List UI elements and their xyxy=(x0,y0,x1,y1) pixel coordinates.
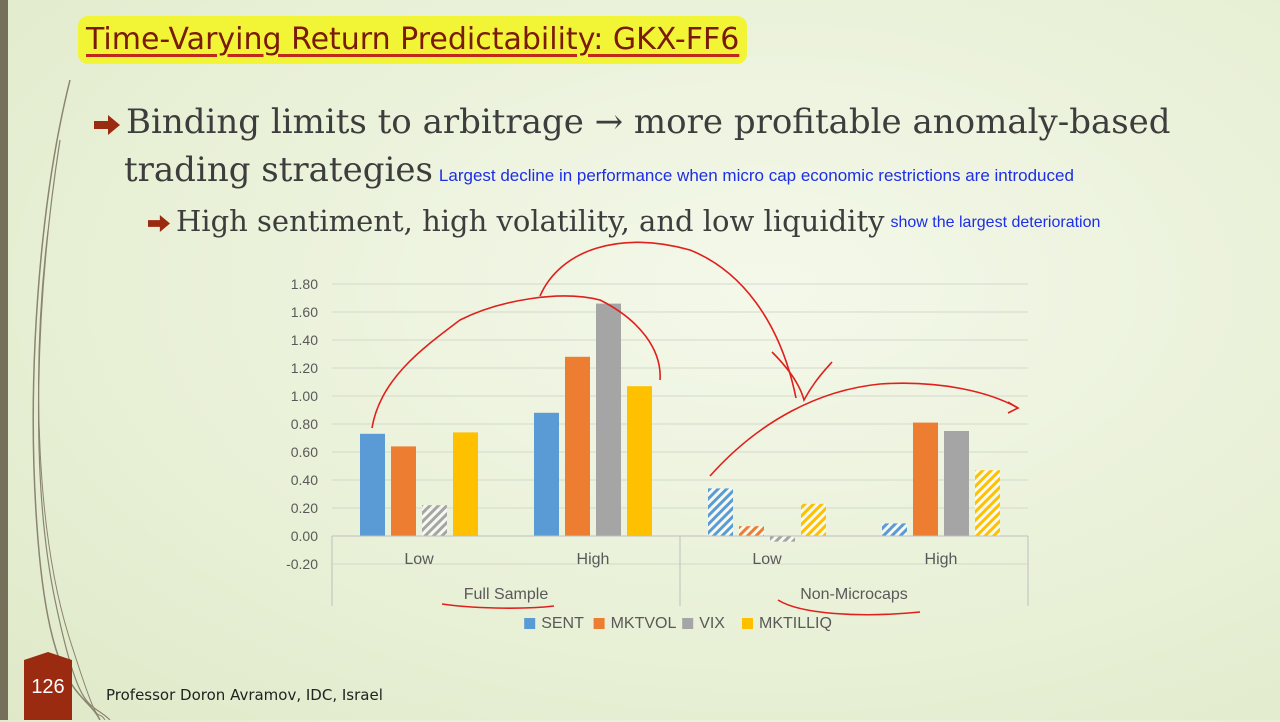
slide-title: Time-Varying Return Predictability: GKX-… xyxy=(78,16,748,64)
y-tick-label: 0.60 xyxy=(291,444,318,460)
bars xyxy=(360,303,1000,542)
legend-label: MKTILLIQ xyxy=(759,615,832,632)
bar-vix-1 xyxy=(596,303,621,536)
y-tick-label: 1.00 xyxy=(291,388,318,404)
bullet-1-text: Binding limits to arbitrage → more profi… xyxy=(126,102,1171,142)
bar-sent-1 xyxy=(534,412,559,536)
bullet-1-continued: trading strategies Largest decline in per… xyxy=(124,150,1074,196)
bar-vix-2 xyxy=(770,536,795,542)
y-tick-label: 1.60 xyxy=(291,304,318,320)
bar-sent-0 xyxy=(360,433,385,536)
bar-mktvol-0 xyxy=(391,446,416,536)
annotation-note-1: Largest decline in performance when micr… xyxy=(438,166,1074,185)
bullet-2: High sentiment, high volatility, and low… xyxy=(148,204,1100,240)
legend-swatch-mktilliq xyxy=(742,618,753,629)
legend: SENT MKTVOL VIX MKTILLIQ xyxy=(524,615,832,632)
y-tick-label: 1.80 xyxy=(291,276,318,292)
bar-mktilliq-0 xyxy=(453,432,478,536)
annotation-note-2: show the largest deterioration xyxy=(890,214,1101,231)
right-arrow-icon xyxy=(94,115,120,135)
legend-swatch-mktvol xyxy=(593,618,605,629)
page-number: 126 xyxy=(24,652,72,720)
legend-label: SENT xyxy=(541,615,584,632)
left-accent-bar xyxy=(0,0,8,720)
x-category-label: Low xyxy=(404,551,434,568)
bullet-1-text-line2: trading strategies xyxy=(124,150,433,190)
axes: 1.80 1.60 1.40 1.20 1.00 0.80 0.60 0.40 0.20 0.00… xyxy=(286,276,1029,606)
right-arrow-icon xyxy=(148,215,170,232)
y-tick-label: -0.20 xyxy=(286,556,318,572)
y-tick-label: 0.20 xyxy=(291,500,318,516)
legend-swatch-vix xyxy=(682,618,694,629)
x-group-label: Non-Microcaps xyxy=(800,586,908,603)
y-tick-label: 0.40 xyxy=(291,472,318,488)
legend-label: VIX xyxy=(699,615,725,632)
x-group-label: Full Sample xyxy=(464,586,549,603)
bar-mktilliq-3 xyxy=(975,470,1000,536)
bar-sent-2 xyxy=(708,488,733,536)
bar-mktvol-2 xyxy=(739,526,764,536)
bar-vix-3 xyxy=(944,431,969,536)
x-category-label: High xyxy=(577,551,610,568)
bar-mktilliq-1 xyxy=(627,386,652,536)
legend-label: MKTVOL xyxy=(611,615,677,632)
bar-mktvol-1 xyxy=(565,356,590,536)
bullet-1: Binding limits to arbitrage → more profi… xyxy=(94,102,1171,142)
y-tick-label: 0.80 xyxy=(291,416,318,432)
y-tick-label: 1.40 xyxy=(291,332,318,348)
bar-vix-0 xyxy=(422,505,447,536)
handwritten-annotations xyxy=(371,241,1020,616)
x-category-label: High xyxy=(925,551,958,568)
bar-mktvol-3 xyxy=(913,422,938,536)
footer-text: Professor Doron Avramov, IDC, Israel xyxy=(106,686,383,704)
bar-mktilliq-2 xyxy=(801,503,826,536)
bullet-2-text: High sentiment, high volatility, and low… xyxy=(176,204,885,238)
legend-swatch-sent xyxy=(524,618,536,629)
y-tick-label: 1.20 xyxy=(291,360,318,376)
y-tick-label: 0.00 xyxy=(291,528,318,544)
bar-sent-3 xyxy=(882,523,907,536)
x-category-label: Low xyxy=(752,551,782,568)
